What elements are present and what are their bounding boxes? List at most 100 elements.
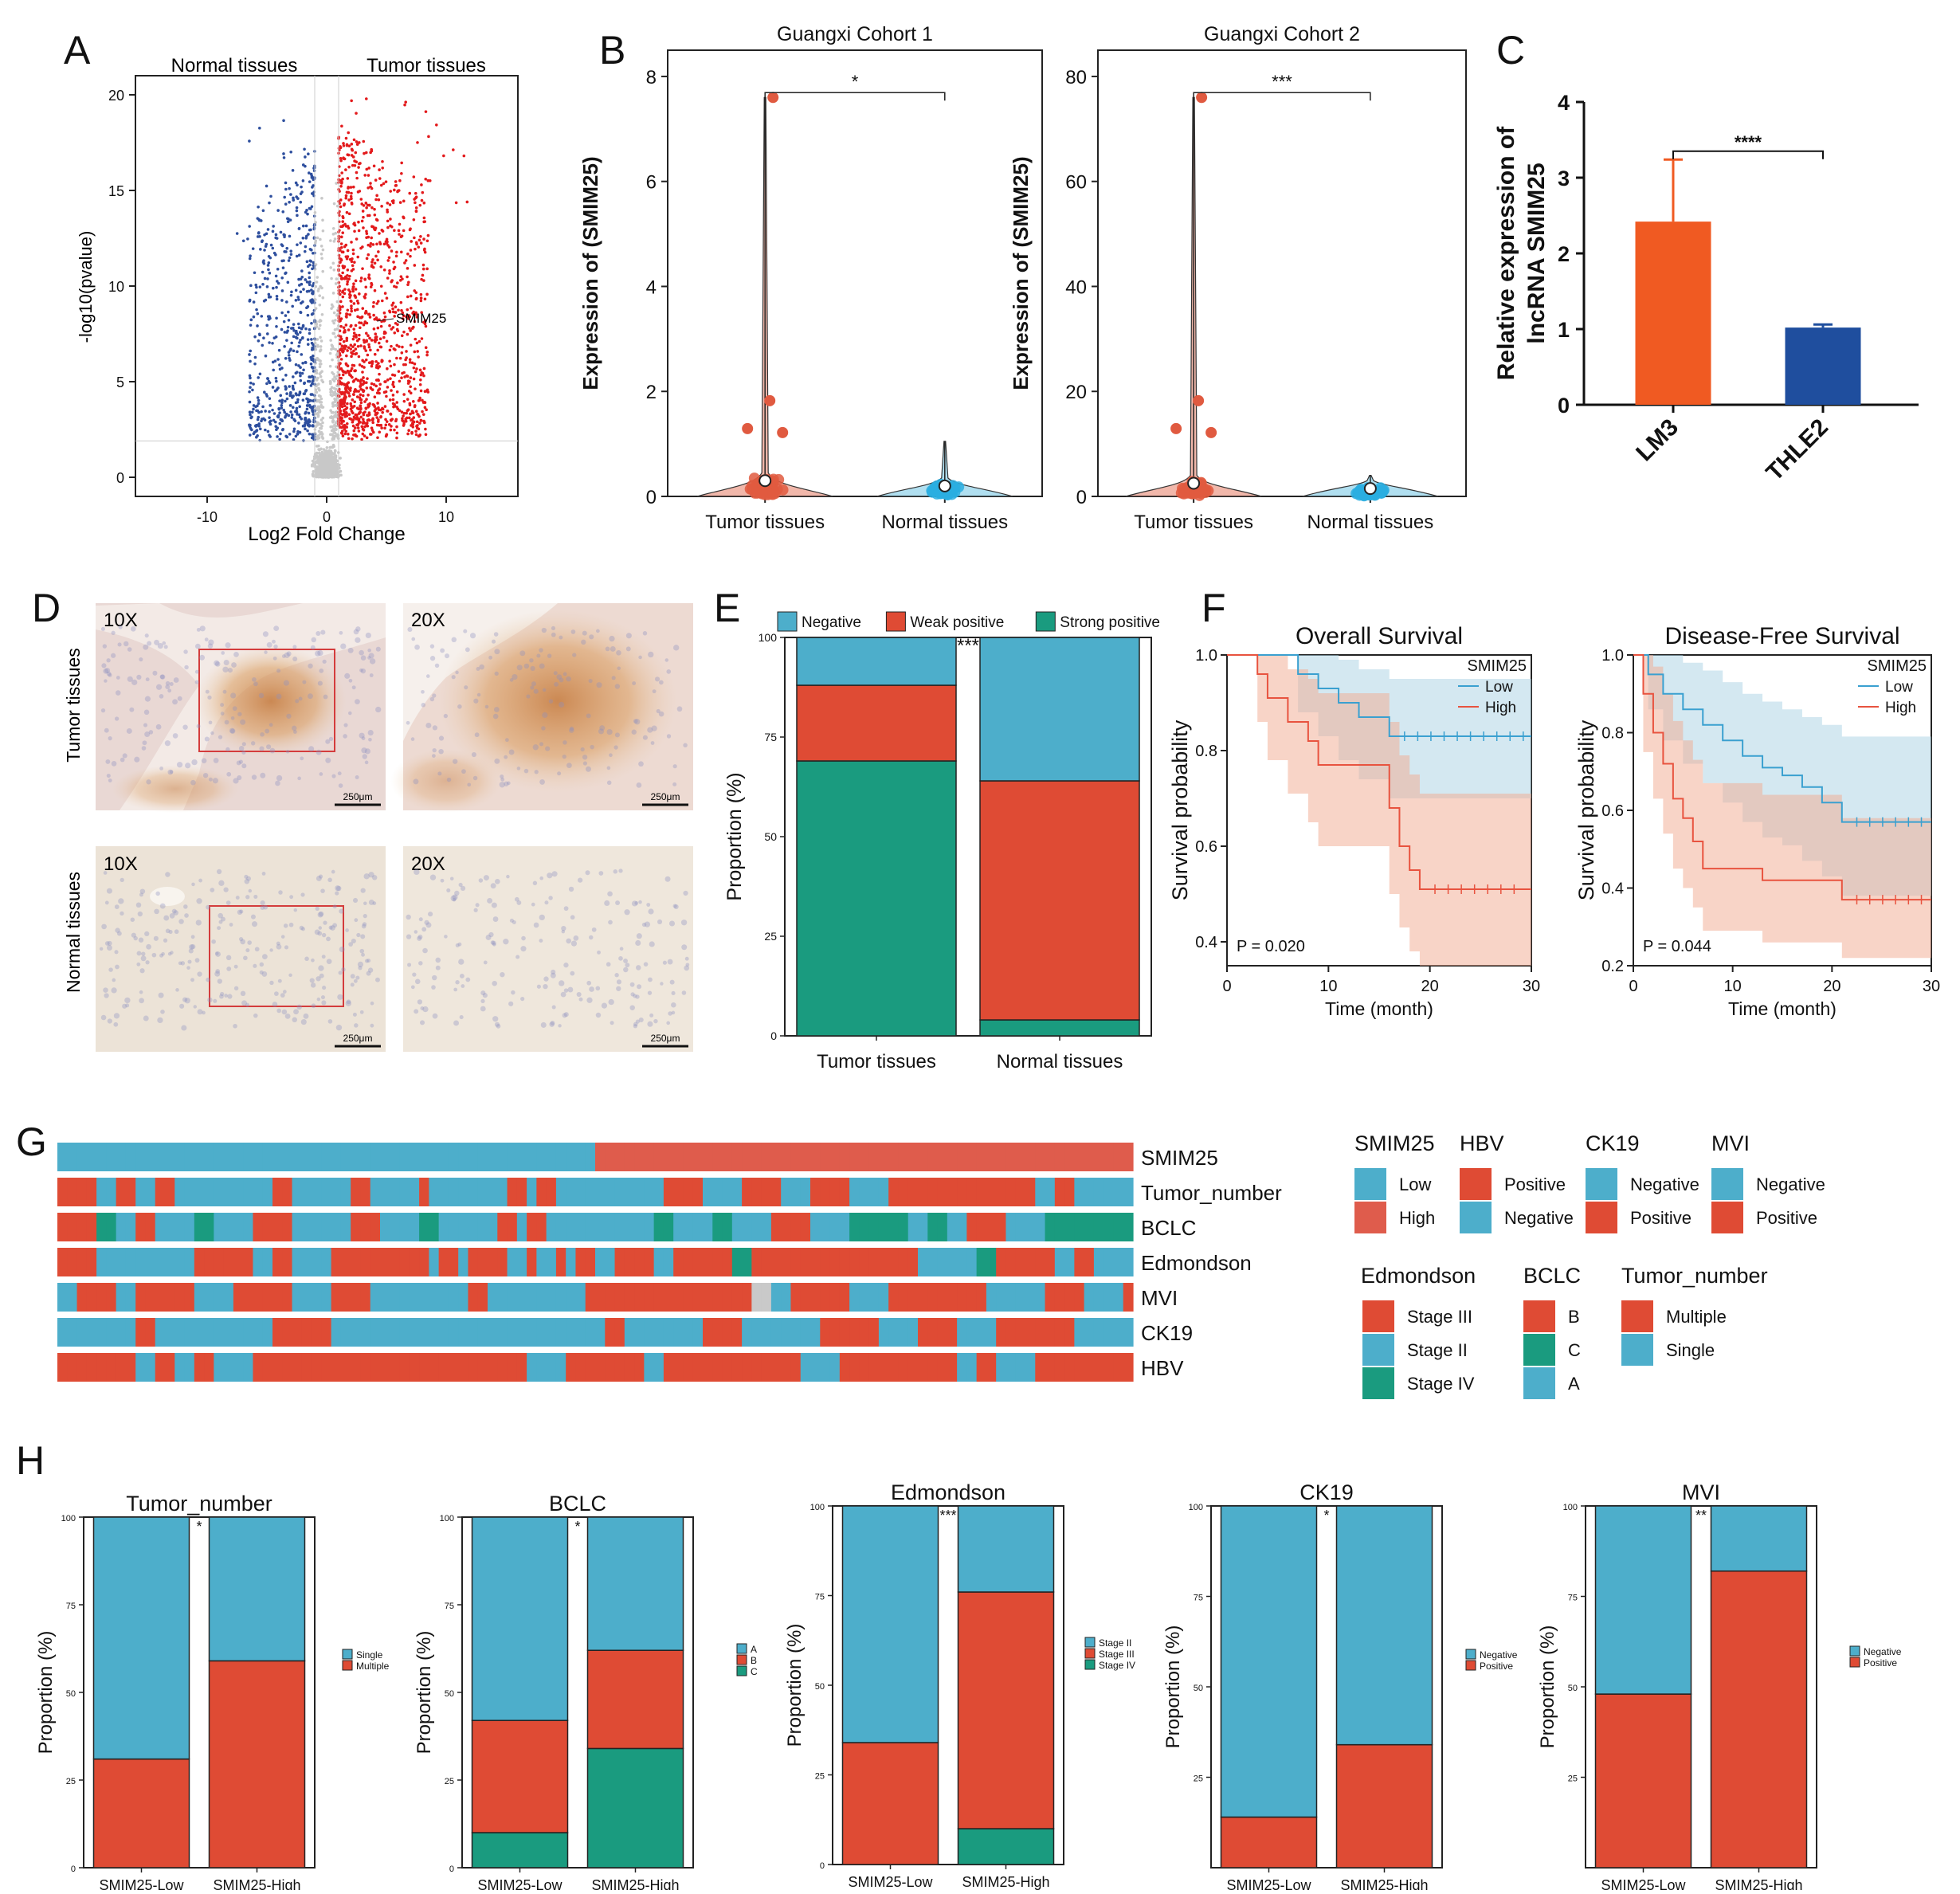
volcano-point-up (408, 380, 411, 383)
heatmap-cell (77, 1318, 88, 1347)
ihc-nucleus (665, 876, 671, 882)
volcano-point-up (414, 338, 417, 341)
heatmap-cell (488, 1318, 498, 1347)
ihc-nucleus (539, 663, 545, 669)
ihc-nucleus (421, 690, 425, 694)
heatmap-cell (106, 1213, 116, 1241)
volcano-point-up (384, 292, 387, 295)
volcano-point-down (265, 185, 269, 188)
volcano-point-up (409, 358, 412, 361)
volcano-point-up (380, 325, 383, 328)
volcano-point-down (253, 363, 257, 366)
ihc-nucleus (184, 913, 189, 918)
volcano-point-ns (329, 339, 332, 342)
ihc-nucleus (260, 971, 264, 974)
heatmap-cell (575, 1213, 586, 1241)
volcano-point-down (254, 284, 257, 287)
heatmap-cell (360, 1213, 370, 1241)
violin-ylabel: Expression of (SMIM25) (578, 156, 602, 390)
volcano-point-up (392, 394, 395, 397)
heatmap-cell (1103, 1143, 1114, 1171)
heatmap-cell (497, 1318, 508, 1347)
volcano-point-down (257, 376, 260, 379)
volcano-point-ns (333, 398, 336, 401)
volcano-point-up (367, 174, 370, 177)
heatmap-cell (478, 1248, 488, 1276)
ihc-nucleus (564, 988, 568, 992)
heatmap-cell (566, 1248, 576, 1276)
volcano-point-up (397, 329, 400, 332)
volcano-point-up (381, 411, 384, 414)
km-pvalue: P = 0.020 (1237, 938, 1305, 955)
km-legend-label: Low (1885, 679, 1913, 696)
volcano-point-down (249, 386, 252, 389)
volcano-point-down (307, 152, 310, 155)
volcano-point-ns (332, 473, 335, 476)
ihc-nucleus (220, 703, 224, 707)
volcano-point-ns (319, 365, 322, 368)
heatmap-cell (888, 1178, 899, 1206)
volcano-point-up (367, 414, 370, 418)
ihc-nucleus (215, 969, 220, 974)
ihc-nucleus (316, 631, 320, 636)
ihc-nucleus (276, 669, 280, 673)
heatmap-cell (536, 1213, 547, 1241)
heatmap-cell (898, 1283, 908, 1312)
ihc-nucleus (657, 920, 662, 924)
ihc-nucleus (635, 940, 641, 946)
volcano-point-up (356, 339, 359, 343)
volcano-point-down (300, 190, 304, 194)
heatmap-cell (272, 1213, 283, 1241)
volcano-point-down (257, 339, 261, 343)
ihc-nucleus (635, 994, 639, 998)
volcano-point-up (354, 224, 357, 227)
volcano-point-up (365, 386, 368, 390)
volcano-point-down (299, 339, 302, 342)
volcano-point-up (341, 344, 344, 347)
ihc-nucleus (108, 778, 112, 782)
volcano-point-ns (331, 262, 335, 265)
ihc-nucleus (415, 978, 421, 984)
heatmap-cell (1035, 1143, 1045, 1171)
volcano-point-up (378, 198, 381, 202)
heatmap-cell (204, 1283, 214, 1312)
volcano-point-down (304, 165, 307, 168)
volcano-point-ns (329, 416, 332, 419)
heatmap-cell (986, 1248, 997, 1276)
volcano-point-down (288, 257, 292, 260)
volcano-point-up (402, 414, 405, 418)
volcano-point-up (414, 197, 417, 200)
volcano-point-up (400, 275, 403, 278)
heatmap-cell (547, 1248, 557, 1276)
heatmap-cell (595, 1213, 606, 1241)
volcano-point-down (308, 276, 312, 280)
volcano-point-ns (320, 418, 323, 422)
volcano-point-up (390, 429, 393, 432)
volcano-point-up (345, 355, 348, 358)
volcano-point-down (249, 299, 252, 302)
volcano-point-up (403, 412, 406, 415)
e-legend-label: Strong positive (1060, 614, 1160, 631)
volcano-point-up (357, 345, 360, 348)
ihc-nucleus (436, 966, 441, 971)
volcano-point-up (357, 390, 360, 393)
volcano-point-up (342, 434, 345, 437)
ihc-nucleus (167, 770, 173, 775)
ihc-nucleus (182, 724, 187, 729)
heatmap-cell (174, 1248, 185, 1276)
ihc-nucleus (206, 905, 210, 910)
heatmap-cell (801, 1143, 811, 1171)
km-ytick-label: 1.0 (1195, 647, 1217, 665)
volcano-point-down (269, 421, 272, 424)
volcano-point-up (394, 305, 398, 308)
ihc-nucleus (615, 900, 620, 905)
heatmap-cell (508, 1283, 518, 1312)
ihc-nucleus (426, 674, 430, 678)
heatmap-cell (360, 1143, 370, 1171)
ihc-nucleus (353, 898, 358, 903)
heatmap-cell (547, 1318, 557, 1347)
volcano-point-down (276, 415, 280, 418)
volcano-point-down (277, 408, 280, 411)
volcano-point-up (369, 433, 372, 436)
volcano-point-down (296, 206, 299, 210)
